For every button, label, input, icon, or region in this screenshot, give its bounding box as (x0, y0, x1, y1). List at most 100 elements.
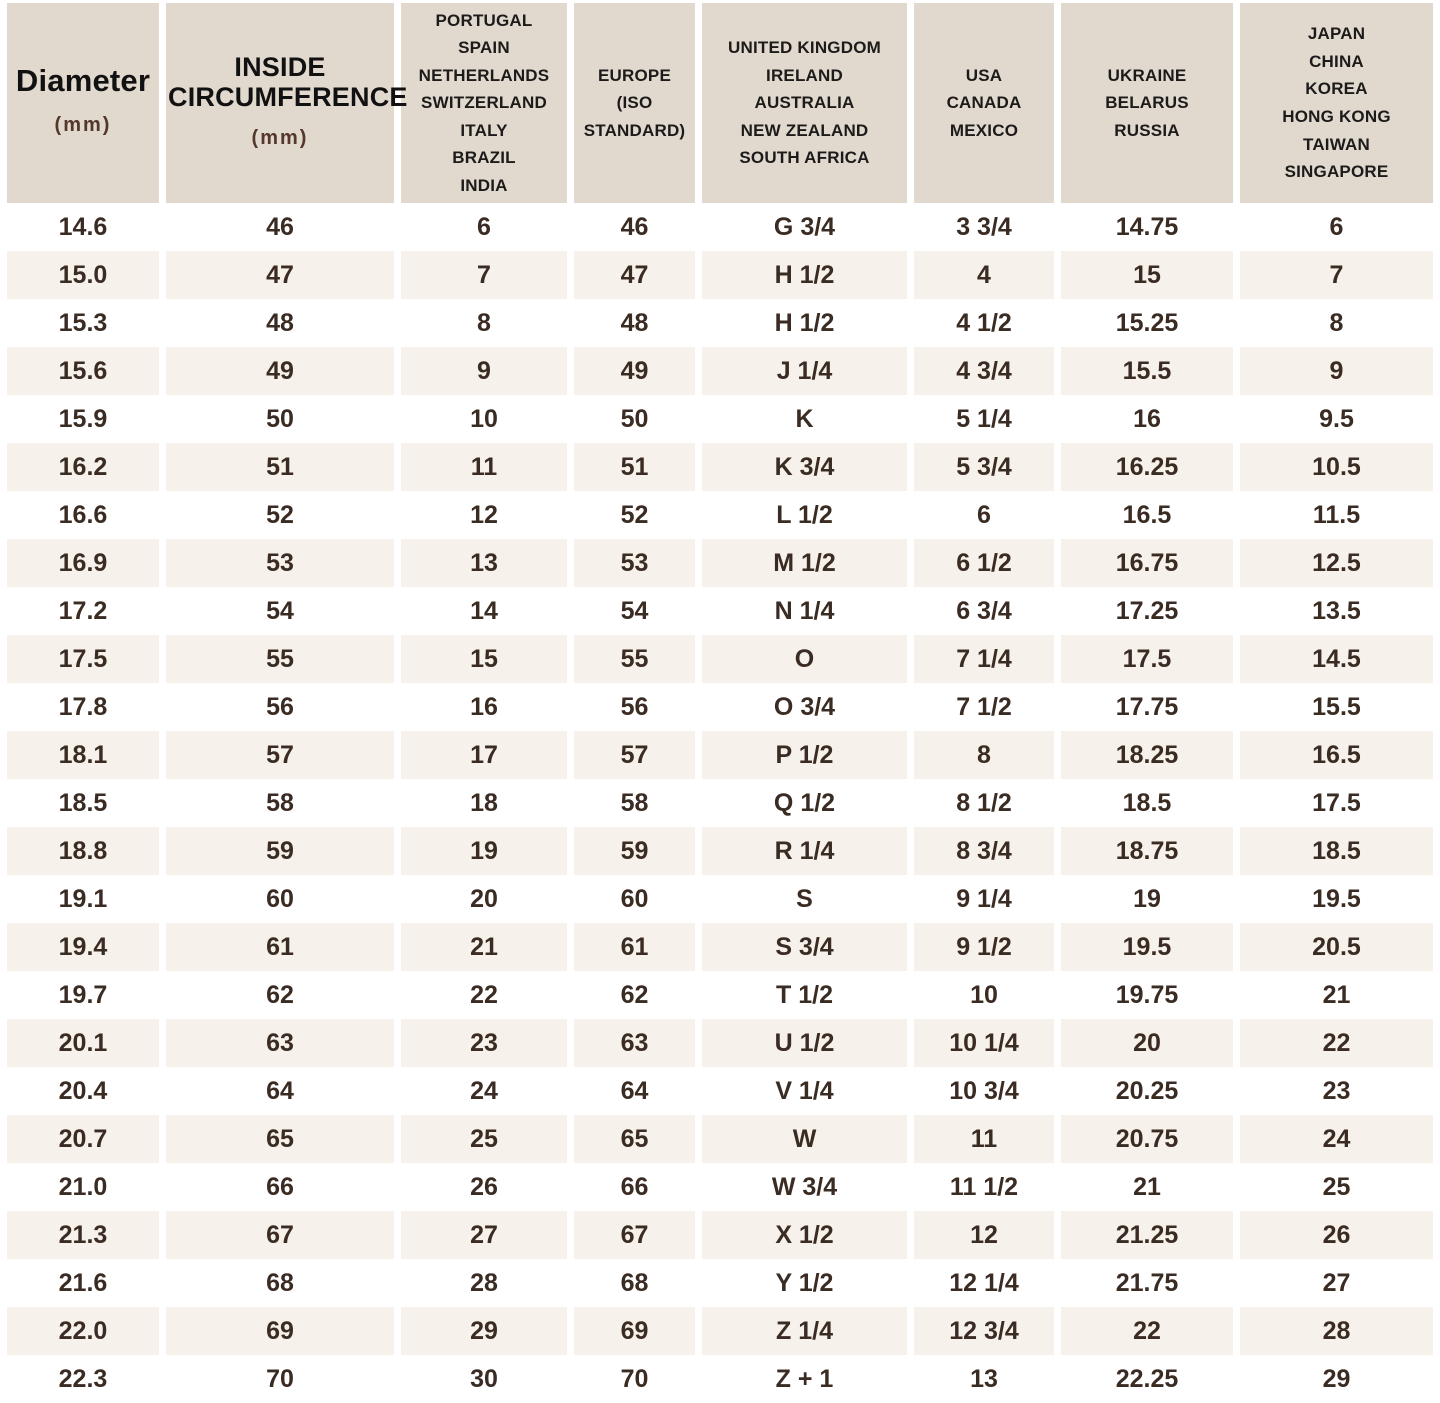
column-header-5: UNITED KINGDOM IRELAND AUSTRALIA NEW ZEALAN… (702, 3, 907, 203)
table-cell: 16.5 (1240, 731, 1433, 779)
table-cell: 52 (574, 491, 695, 539)
header-line: NETHERLANDS (418, 65, 550, 85)
table-cell: 21.6 (7, 1259, 159, 1307)
table-cell: 12.5 (1240, 539, 1433, 587)
table-cell: 17.25 (1061, 587, 1233, 635)
table-cell: 18.5 (1240, 827, 1433, 875)
table-cell: 49 (166, 347, 394, 395)
table-cell: 15.3 (7, 299, 159, 347)
header-unit: (mm) (54, 114, 112, 137)
table-cell: 10 3/4 (914, 1067, 1054, 1115)
table-cell: 17.2 (7, 587, 159, 635)
header-line: JAPAN (1307, 24, 1366, 44)
table-cell: 15 (401, 635, 567, 683)
table-cell: 17.75 (1061, 683, 1233, 731)
table-cell: 19.7 (7, 971, 159, 1019)
table-cell: 9 1/4 (914, 875, 1054, 923)
table-row: 21.0 66 26 66 W 3/4 11 1/2 21 25 (7, 1163, 1433, 1211)
table-cell: 65 (166, 1115, 394, 1163)
table-cell: 15.0 (7, 251, 159, 299)
table-cell: N 1/4 (702, 587, 907, 635)
table-cell: 19.4 (7, 923, 159, 971)
table-cell: 70 (166, 1355, 394, 1403)
table-cell: K 3/4 (702, 443, 907, 491)
table-cell: 6 (914, 491, 1054, 539)
table-row: 17.2 54 14 54 N 1/4 6 3/4 17.25 13.5 (7, 587, 1433, 635)
table-cell: 65 (574, 1115, 695, 1163)
table-cell: 20.5 (1240, 923, 1433, 971)
table-cell: H 1/2 (702, 251, 907, 299)
table-cell: 17.8 (7, 683, 159, 731)
table-cell: 28 (401, 1259, 567, 1307)
table-cell: 61 (166, 923, 394, 971)
table-cell: 12 1/4 (914, 1259, 1054, 1307)
table-cell: 54 (166, 587, 394, 635)
table-cell: 16.75 (1061, 539, 1233, 587)
table-cell: 15 (1061, 251, 1233, 299)
table-cell: 9 1/2 (914, 923, 1054, 971)
header-line: IRELAND (766, 65, 843, 85)
table-cell: 52 (166, 491, 394, 539)
table-cell: 55 (166, 635, 394, 683)
column-header-2: INSIDE CIRCUMFERENCE (mm) (166, 3, 407, 203)
table-cell: Z 1/4 (702, 1307, 907, 1355)
table-row: 14.6 46 6 46 G 3/4 3 3/4 14.75 6 (7, 203, 1433, 251)
table-cell: 10.5 (1240, 443, 1433, 491)
table-row: 16.2 51 11 51 K 3/4 5 3/4 16.25 10.5 (7, 443, 1433, 491)
table-cell: 69 (166, 1307, 394, 1355)
table-cell: 6 (1240, 203, 1433, 251)
table-cell: 63 (166, 1019, 394, 1067)
table-row: 15.0 47 7 47 H 1/2 4 15 7 (7, 251, 1433, 299)
table-cell: 19.5 (1240, 875, 1433, 923)
table-cell: 17 (401, 731, 567, 779)
header-line: SPAIN (458, 38, 510, 58)
table-cell: 20.75 (1061, 1115, 1233, 1163)
table-cell: 60 (166, 875, 394, 923)
table-cell: 46 (574, 203, 695, 251)
table-cell: 19 (1061, 875, 1233, 923)
table-row: 19.7 62 22 62 T 1/2 10 19.75 21 (7, 971, 1433, 1019)
table-cell: 22 (1061, 1307, 1233, 1355)
table-cell: 22 (401, 971, 567, 1019)
table-cell: G 3/4 (702, 203, 907, 251)
table-cell: V 1/4 (702, 1067, 907, 1115)
table-cell: 11 (914, 1115, 1054, 1163)
table-header: Diameter (mm) INSIDE CIRCUMFERENCE (mm) PORT… (7, 3, 1433, 203)
table-cell: 58 (166, 779, 394, 827)
header-line: EUROPE (598, 65, 671, 85)
column-header-4: EUROPE (ISO STANDARD) (574, 3, 695, 203)
table-row: 21.3 67 27 67 X 1/2 12 21.25 26 (7, 1211, 1433, 1259)
table-cell: Q 1/2 (702, 779, 907, 827)
table-cell: 25 (401, 1115, 567, 1163)
table-cell: 62 (166, 971, 394, 1019)
table-cell: 21.25 (1061, 1211, 1233, 1259)
table-cell: 67 (574, 1211, 695, 1259)
table-cell: 46 (166, 203, 394, 251)
table-cell: 6 (401, 203, 567, 251)
column-header-3: PORTUGAL SPAIN NETHERLANDS SWITZERLAND ITALY… (401, 3, 567, 203)
header-line: STANDARD) (583, 120, 686, 140)
table-cell: 54 (574, 587, 695, 635)
table-cell: 51 (166, 443, 394, 491)
table-cell: 4 3/4 (914, 347, 1054, 395)
table-row: 22.3 70 30 70 Z + 1 13 22.25 29 (7, 1355, 1433, 1403)
table-cell: 17.5 (7, 635, 159, 683)
table-cell: 16.2 (7, 443, 159, 491)
table-cell: U 1/2 (702, 1019, 907, 1067)
table-cell: 16.6 (7, 491, 159, 539)
header-line: INDIA (460, 175, 508, 195)
table-cell: 23 (1240, 1067, 1433, 1115)
table-row: 15.9 50 10 50 K 5 1/4 16 9.5 (7, 395, 1433, 443)
header-line: MEXICO (949, 120, 1019, 140)
table-cell: H 1/2 (702, 299, 907, 347)
header-line: PORTUGAL (435, 10, 533, 30)
table-cell: 7 (1240, 251, 1433, 299)
table-row: 16.6 52 12 52 L 1/2 6 16.5 11.5 (7, 491, 1433, 539)
table-row: 18.5 58 18 58 Q 1/2 8 1/2 18.5 17.5 (7, 779, 1433, 827)
header-line: SWITZERLAND (421, 93, 547, 113)
table-cell: 18.8 (7, 827, 159, 875)
table-cell: 69 (574, 1307, 695, 1355)
table-cell: 15.9 (7, 395, 159, 443)
table-cell: 3 3/4 (914, 203, 1054, 251)
